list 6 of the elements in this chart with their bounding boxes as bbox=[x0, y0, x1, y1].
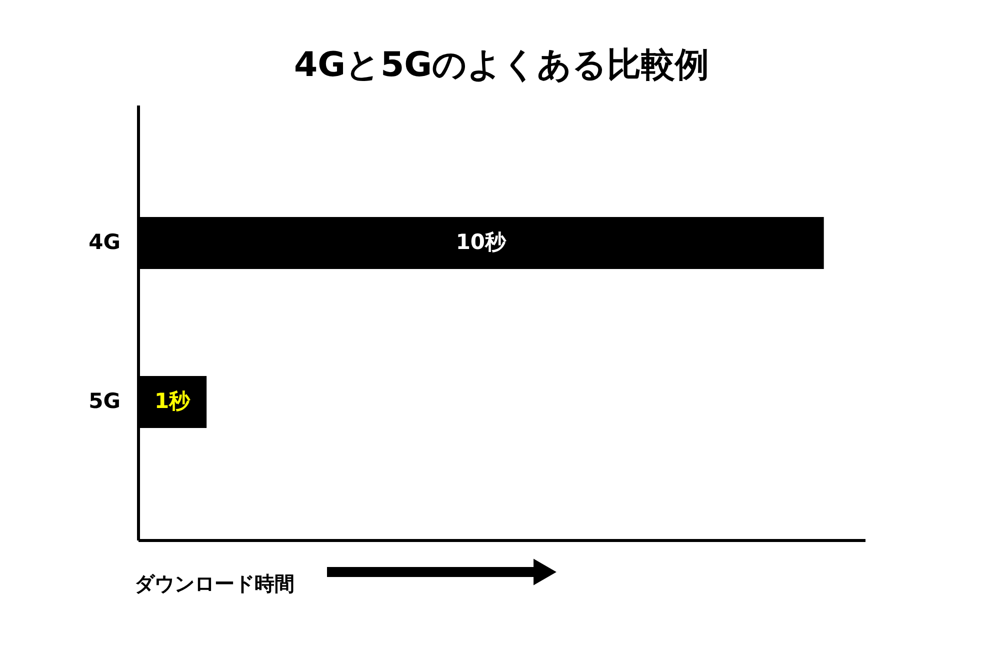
y-tick-label: 4G bbox=[88, 230, 120, 254]
data-label: 10秒 bbox=[456, 230, 508, 254]
x-axis-title: ダウンロード時間 bbox=[134, 572, 294, 596]
chart-title: 4Gと5Gのよくある比較例 bbox=[294, 45, 710, 85]
data-label: 1秒 bbox=[154, 388, 192, 413]
y-tick-label: 5G bbox=[88, 388, 120, 413]
